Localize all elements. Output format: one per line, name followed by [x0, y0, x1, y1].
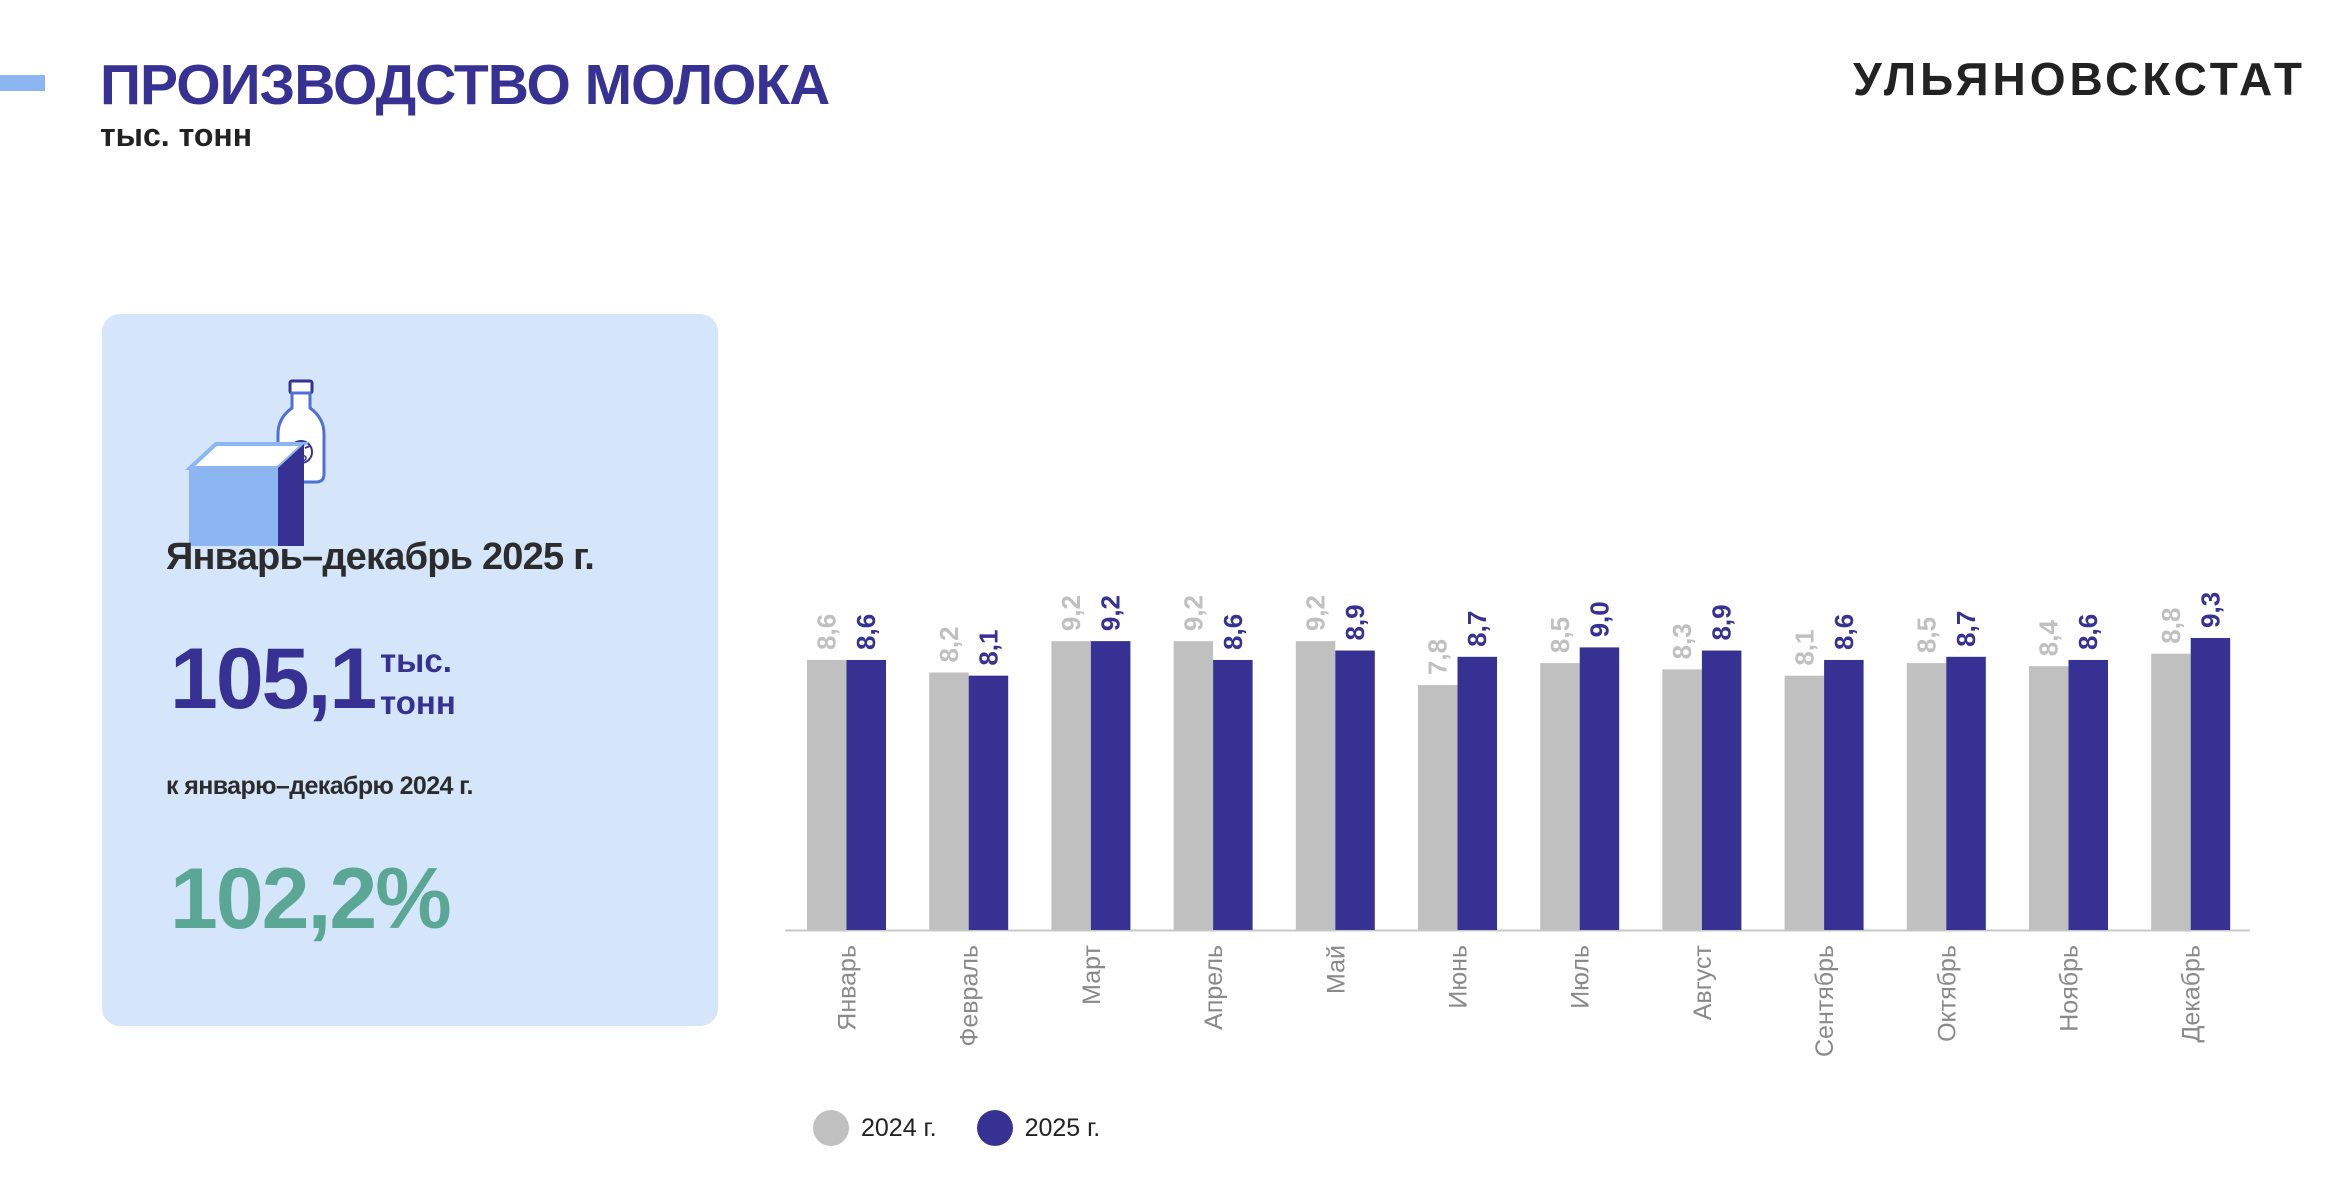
bar-2024 [1784, 675, 1825, 930]
x-tick-label: Март [1078, 944, 1106, 1004]
milk-carton-bottle-icon [184, 379, 326, 546]
percent-value: 102,2% [170, 851, 452, 947]
bar-2024 [1418, 685, 1458, 930]
bar-2025 [1946, 656, 1986, 930]
x-tick-label: Сентябрь [1811, 945, 1839, 1057]
x-tick-label: Февраль [956, 945, 984, 1047]
data-label-2025: 8,6 [1218, 614, 1248, 650]
bar-2024 [1906, 663, 1947, 930]
data-label-2025: 8,6 [1829, 614, 1859, 650]
data-label-2025: 8,7 [1462, 611, 1492, 647]
legend-label-2025: 2025 г. [1024, 1113, 1101, 1142]
data-label-2025: 8,7 [1951, 611, 1981, 647]
bar-2025 [1335, 650, 1375, 930]
total-value: 105,1 [170, 631, 377, 727]
bar-2024 [1662, 669, 1702, 930]
page-subtitle: тыс. тонн [100, 117, 253, 153]
x-tick-label: Апрель [1200, 945, 1228, 1030]
x-tick-label: Октябрь [1933, 945, 1961, 1042]
data-label-2025: 8,9 [1707, 604, 1737, 640]
bar-2025 [968, 675, 1009, 930]
total-unit: тыс. тонн [380, 642, 456, 721]
data-label-2025: 8,9 [1340, 604, 1370, 640]
chart-legend: 2024 г. 2025 г. [813, 1110, 1140, 1146]
bar-2024 [929, 672, 969, 930]
bar-2025 [1579, 647, 1620, 930]
data-label-2025: 9,3 [2195, 592, 2225, 628]
data-label-2024: 8,6 [812, 614, 842, 650]
bar-2024 [1295, 641, 1336, 930]
data-label-2024: 8,4 [2034, 620, 2064, 657]
x-tick-label: Ноябрь [2056, 945, 2084, 1032]
bar-2025 [2068, 659, 2108, 930]
bar-2024 [2151, 653, 2191, 930]
data-label-2025: 9,2 [1096, 595, 1126, 631]
data-label-2024: 8,5 [1545, 617, 1575, 653]
bar-2025 [1701, 650, 1742, 930]
data-label-2024: 9,2 [1056, 595, 1086, 631]
x-tick-label: Декабрь [2178, 945, 2206, 1042]
legend-label-2024: 2024 г. [861, 1113, 937, 1142]
x-tick-label: Июль [1567, 945, 1595, 1009]
accent-bar [0, 75, 45, 91]
legend-swatch-2025 [976, 1110, 1013, 1146]
bar-2025 [1090, 641, 1131, 930]
x-tick-label: Май [1322, 945, 1350, 994]
legend-item-2025: 2025 г. [976, 1110, 1101, 1146]
data-label-2024: 8,5 [1912, 617, 1942, 653]
bar-2025 [1824, 659, 1864, 930]
legend-item-2024: 2024 г. [813, 1110, 937, 1146]
x-tick-label: Август [1689, 944, 1717, 1020]
data-label-2024: 8,1 [1789, 630, 1819, 666]
data-label-2025: 8,6 [851, 614, 881, 650]
bar-2024 [1540, 663, 1580, 930]
summary-card: Январь–декабрь 2025 г. 105,1 тыс. тонн к… [102, 314, 718, 1026]
data-label-2024: 8,8 [2156, 608, 2186, 644]
data-label-2025: 8,1 [973, 630, 1003, 666]
period-label: Январь–декабрь 2025 г. [166, 536, 595, 578]
bar-2024 [1051, 641, 1091, 930]
data-label-2024: 8,3 [1667, 623, 1697, 659]
bar-2024 [807, 659, 847, 930]
data-label-2024: 8,2 [934, 626, 964, 662]
bar-2025 [846, 659, 886, 930]
data-label-2024: 7,8 [1423, 639, 1453, 675]
data-label-2024: 9,2 [1301, 595, 1331, 631]
bar-2024 [2029, 666, 2069, 930]
data-label-2024: 9,2 [1178, 595, 1208, 631]
bar-2024 [1173, 641, 1214, 930]
data-label-2025: 9,0 [1584, 601, 1614, 637]
x-tick-label: Январь [834, 945, 862, 1031]
bar-2025 [2190, 637, 2231, 930]
legend-swatch-2024 [813, 1110, 849, 1146]
x-tick-label: Июнь [1445, 945, 1473, 1009]
bar-2025 [1213, 659, 1253, 930]
compare-label: к январю–декабрю 2024 г. [166, 772, 473, 800]
org-logo-text: УЛЬЯНОВСКСТАТ [1853, 53, 2306, 105]
page-title: ПРОИЗВОДСТВО МОЛОКА [100, 53, 830, 117]
bar-2025 [1457, 656, 1497, 930]
data-label-2025: 8,6 [2073, 614, 2103, 650]
